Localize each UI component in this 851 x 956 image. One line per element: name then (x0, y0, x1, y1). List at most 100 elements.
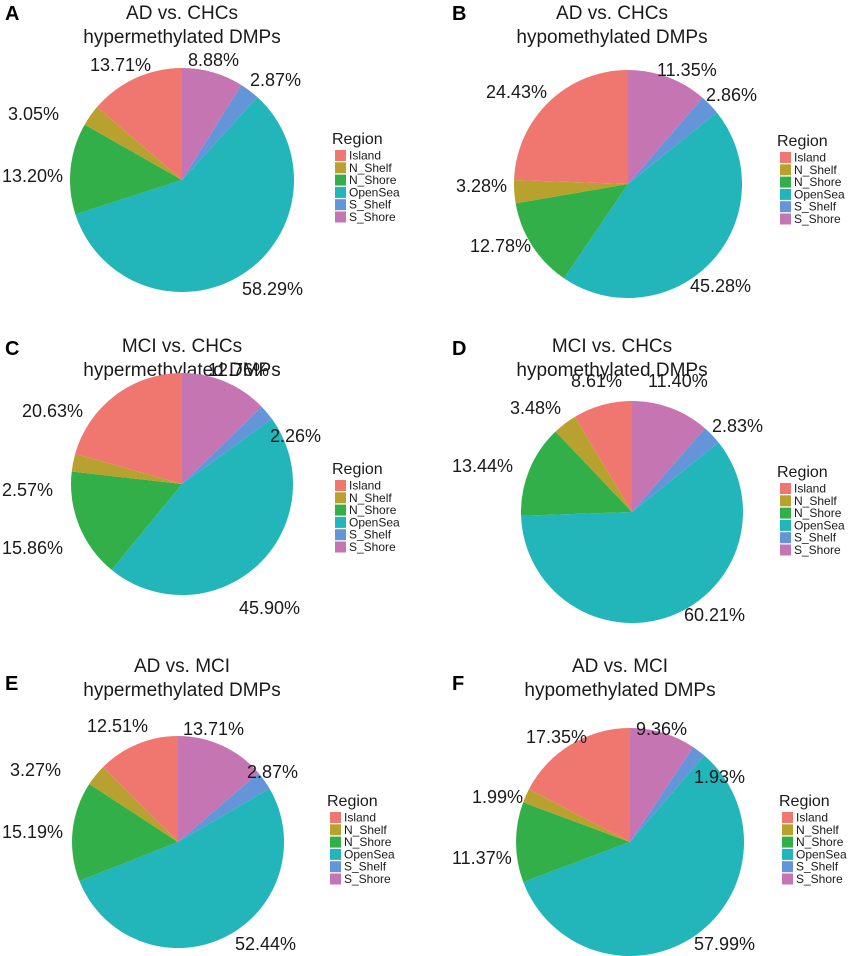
legend-swatch (780, 495, 791, 507)
pie-slice-island (97, 68, 182, 180)
pie-panel-b: B AD vs. CHCs hypomethylated DMPs 11.35% 2.8… (452, 3, 845, 299)
legend-label: Island (796, 811, 828, 825)
legend-label: N_Shore (796, 835, 844, 849)
legend-swatch (330, 812, 341, 823)
legend-swatch (782, 824, 793, 836)
legend-swatch (335, 541, 346, 553)
legend-swatch (335, 529, 346, 541)
legend-swatch (780, 201, 791, 213)
slice-percent-label: 58.29% (242, 279, 303, 299)
slice-percent-label: 13.20% (2, 166, 63, 186)
pie-slice-s-shelf (632, 428, 719, 512)
slice-percent-label: 20.63% (22, 401, 83, 421)
chart-title-line: MCI vs. CHCs (122, 336, 242, 357)
legend: RegionIslandN_ShelfN_ShoreOpenSeaS_Shelf… (777, 464, 845, 557)
panel-letter: E (5, 673, 18, 695)
pie-slice-n-shore (70, 124, 182, 215)
pie-slice-n-shelf (84, 107, 182, 180)
slice-percent-label: 15.86% (2, 538, 63, 558)
slice-percent-label: 2.87% (250, 70, 301, 90)
legend-label: N_Shelf (344, 823, 387, 837)
legend-label: OpenSea (344, 847, 395, 861)
legend-swatch (335, 480, 346, 491)
legend-swatch (782, 836, 793, 848)
legend-label: N_Shelf (796, 823, 839, 837)
slice-percent-label: 2.83% (712, 416, 763, 436)
slice-percent-label: 17.35% (526, 727, 587, 747)
chart-title-line: hypermethylated DMPs (83, 360, 280, 381)
pie-slice-opensea (563, 112, 743, 299)
legend-swatch (335, 211, 346, 223)
legend-swatch (782, 812, 793, 823)
slice-percent-label: 2.86% (706, 85, 757, 105)
slice-percent-label: 45.28% (690, 276, 751, 296)
pie-slice-s-shore (628, 70, 703, 184)
legend-title: Region (777, 464, 828, 481)
pie-slice-n-shore (72, 783, 178, 881)
legend-swatch (330, 873, 341, 885)
pie-slice-island (514, 69, 628, 184)
legend-label: S_Shore (794, 543, 841, 557)
legend-swatch (335, 516, 346, 528)
pie-slice-opensea (75, 97, 295, 293)
slice-percent-label: 12.76% (208, 360, 269, 380)
chart-title-line: hypermethylated DMPs (83, 680, 280, 701)
pie-slice-n-shelf (513, 179, 628, 204)
pie-slice-opensea (521, 442, 743, 623)
pie-slice-s-shelf (182, 84, 258, 180)
legend-swatch (335, 186, 346, 198)
legend-swatch (780, 188, 791, 200)
legend-label: N_Shelf (794, 494, 837, 508)
legend-swatch (335, 492, 346, 504)
legend-swatch (782, 873, 793, 885)
slice-percent-label: 8.61% (571, 371, 622, 391)
legend-label: Island (344, 811, 376, 825)
legend: RegionIslandN_ShelfN_ShoreOpenSeaS_Shelf… (332, 131, 400, 224)
legend-swatch (335, 199, 346, 211)
legend-swatch (780, 164, 791, 176)
legend-label: Island (794, 482, 826, 496)
chart-title-line: AD vs. MCI (572, 656, 668, 677)
pie-slice-n-shore (515, 184, 628, 279)
slice-percent-label: 15.19% (2, 822, 63, 842)
pie-slice-s-shelf (630, 747, 705, 842)
legend-swatch (330, 836, 341, 848)
slice-percent-label: 9.36% (636, 719, 687, 739)
legend-swatch (780, 519, 791, 531)
panel-letter: B (452, 3, 466, 25)
legend-swatch (780, 532, 791, 544)
slice-percent-label: 11.35% (657, 60, 717, 80)
pie-slice-opensea (523, 755, 745, 956)
slice-percent-label: 13.44% (452, 456, 513, 476)
legend-label: S_Shelf (349, 528, 392, 542)
slice-percent-label: 45.90% (239, 598, 300, 618)
legend-swatch (782, 861, 793, 873)
legend-label: S_Shore (796, 872, 843, 886)
slice-percent-label: 1.99% (472, 787, 523, 807)
chart-title-line: hypermethylated DMPs (83, 27, 280, 48)
legend-label: N_Shore (349, 503, 397, 517)
pie-slice-island (528, 728, 630, 842)
pie-slice-n-shelf (89, 767, 178, 842)
pie-slice-s-shore (630, 728, 694, 842)
legend-swatch (330, 824, 341, 836)
pie-slice-island (102, 735, 178, 842)
slice-percent-label: 1.93% (694, 767, 745, 787)
legend-swatch (330, 848, 341, 860)
slice-percent-label: 2.26% (270, 426, 321, 446)
legend-title: Region (327, 793, 378, 810)
legend-label: S_Shelf (796, 860, 839, 874)
legend: RegionIslandN_ShelfN_ShoreOpenSeaS_Shelf… (777, 133, 845, 226)
pie-panel-f: F AD vs. MCI hypomethylated DMPs 9.36% 1.93%… (452, 656, 847, 956)
pie-slice-s-shore (178, 736, 259, 842)
legend-label: N_Shore (794, 506, 842, 520)
slice-percent-label: 2.57% (2, 480, 53, 500)
legend: RegionIslandN_ShelfN_ShoreOpenSeaS_Shelf… (327, 793, 395, 886)
legend-swatch (330, 861, 341, 873)
slice-percent-label: 11.37% (452, 848, 512, 868)
chart-title-line: MCI vs. CHCs (552, 336, 672, 357)
pie-slice-n-shelf (523, 789, 630, 842)
